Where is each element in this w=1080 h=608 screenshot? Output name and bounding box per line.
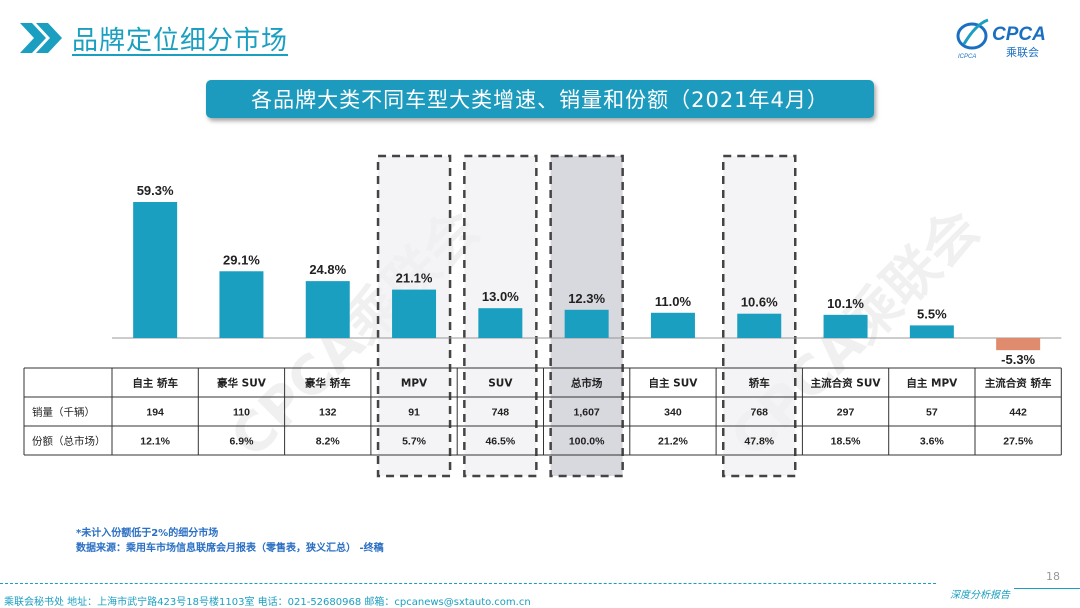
table-cell: 110 bbox=[233, 407, 250, 419]
bar bbox=[133, 202, 178, 338]
row-label: 份额（总市场） bbox=[32, 435, 106, 448]
footer-address: 乘联会秘书处 地址：上海市武宁路423号18号楼1103室 电话：021-526… bbox=[4, 597, 531, 608]
data-label: 21.1% bbox=[396, 271, 433, 286]
bar bbox=[564, 309, 609, 338]
category-label: 自主 SUV bbox=[649, 377, 699, 390]
bar bbox=[219, 271, 264, 338]
bar bbox=[909, 325, 954, 338]
category-label: 轿车 bbox=[749, 377, 770, 390]
table-cell: 6.9% bbox=[229, 436, 254, 448]
table-cell: 100.0% bbox=[569, 436, 605, 448]
logo-brand: CPCA bbox=[992, 24, 1046, 45]
category-label: 主流合资 SUV bbox=[811, 377, 882, 390]
table-cell: 340 bbox=[664, 407, 682, 419]
table-cell: 442 bbox=[1009, 407, 1027, 419]
data-label: 10.1% bbox=[827, 296, 864, 311]
table-cell: 47.8% bbox=[744, 436, 774, 448]
table-cell: 768 bbox=[750, 407, 768, 419]
row-label: 销量（千辆） bbox=[32, 406, 95, 419]
data-label: 59.3% bbox=[137, 183, 174, 198]
category-label: 自主 MPV bbox=[906, 377, 958, 390]
footer-divider-right bbox=[1014, 588, 1080, 589]
category-label: MPV bbox=[401, 378, 428, 390]
data-label: 10.6% bbox=[741, 295, 778, 310]
chart-title-banner: 各品牌大类不同车型大类增速、销量和份额（2021年4月） bbox=[206, 80, 874, 118]
page-number: 18 bbox=[1046, 570, 1060, 583]
table-cell: 12.1% bbox=[140, 436, 170, 448]
footer-report-label: 深度分析报告 bbox=[950, 590, 1010, 601]
data-label: 29.1% bbox=[223, 252, 260, 267]
bar bbox=[305, 281, 350, 338]
category-label: 自主 轿车 bbox=[132, 377, 178, 390]
bar bbox=[392, 289, 437, 338]
table-cell: 21.2% bbox=[658, 436, 688, 448]
table-cell: 194 bbox=[146, 407, 164, 419]
bar bbox=[823, 314, 868, 338]
bar bbox=[478, 308, 523, 338]
data-label: 11.0% bbox=[655, 294, 692, 309]
note-line-2: 数据来源：乘用车市场信息联席会月报表（零售表，狭义汇总） -终稿 bbox=[76, 543, 384, 554]
table-cell: 91 bbox=[408, 407, 420, 419]
page-title: 品牌定位细分市场 bbox=[72, 25, 289, 56]
table-cell: 132 bbox=[319, 407, 337, 419]
logo-tag: ICPCA bbox=[958, 54, 976, 60]
table-cell: 57 bbox=[926, 407, 938, 419]
note-line-1: *未计入份额低于2%的细分市场 bbox=[76, 528, 219, 539]
category-label: 豪华 SUV bbox=[217, 377, 267, 390]
data-label: 13.0% bbox=[482, 289, 519, 304]
category-label: 豪华 轿车 bbox=[305, 377, 351, 390]
bar bbox=[650, 312, 695, 338]
table-cell: 748 bbox=[492, 407, 510, 419]
footer: 乘联会秘书处 地址：上海市武宁路423号18号楼1103室 电话：021-526… bbox=[0, 588, 1080, 608]
category-label: 总市场 bbox=[571, 377, 603, 390]
table-cell: 3.6% bbox=[920, 436, 945, 448]
table-cell: 27.5% bbox=[1003, 436, 1033, 448]
table-cell: 297 bbox=[837, 407, 855, 419]
table-cell: 18.5% bbox=[831, 436, 861, 448]
header: 品牌定位细分市场 bbox=[18, 18, 288, 58]
bar bbox=[737, 313, 782, 338]
notes: *未计入份额低于2%的细分市场 数据来源：乘用车市场信息联席会月报表（零售表，狭… bbox=[76, 526, 384, 556]
data-label: -5.3% bbox=[1001, 352, 1035, 367]
data-label: 5.5% bbox=[917, 306, 947, 321]
table-cell: 8.2% bbox=[316, 436, 341, 448]
table-cell: 1,607 bbox=[574, 407, 600, 419]
chart-title: 各品牌大类不同车型大类增速、销量和份额（2021年4月） bbox=[251, 88, 829, 112]
cpca-logo: CPCA 乘联会 ICPCA bbox=[954, 14, 1054, 62]
logo-sub: 乘联会 bbox=[1006, 46, 1039, 59]
footer-divider bbox=[0, 583, 936, 584]
double-chevron-icon bbox=[18, 21, 64, 55]
bar bbox=[996, 338, 1041, 351]
category-label: 主流合资 轿车 bbox=[985, 377, 1052, 390]
data-label: 24.8% bbox=[309, 262, 346, 277]
data-label: 12.3% bbox=[568, 291, 605, 306]
table-cell: 5.7% bbox=[402, 436, 427, 448]
table-cell: 46.5% bbox=[485, 436, 515, 448]
category-label: SUV bbox=[488, 378, 513, 390]
